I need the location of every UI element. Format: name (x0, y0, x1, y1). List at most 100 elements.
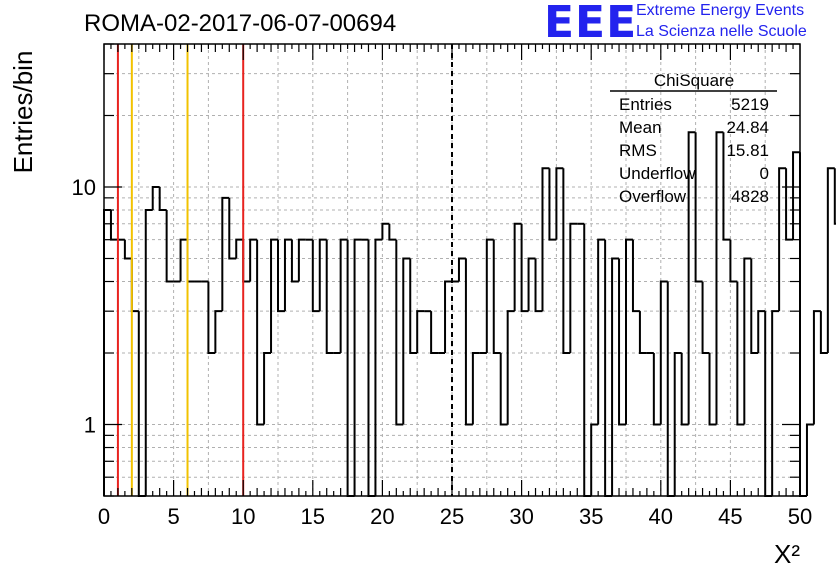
histogram-bin (416, 310, 425, 354)
x-tick-label: 50 (788, 504, 812, 529)
histogram-bin (381, 222, 390, 240)
histogram-bin (277, 239, 285, 313)
histogram-bin (805, 423, 814, 496)
histogram-bin (819, 311, 828, 355)
histogram-bin (325, 239, 334, 355)
histogram-bin (395, 239, 404, 426)
histogram-bin (611, 257, 620, 496)
stats-value-overflow: 4828 (731, 187, 769, 206)
histogram-bin (283, 238, 292, 312)
histogram-bin (374, 238, 383, 496)
histogram-bin (430, 311, 439, 355)
histogram-bin (311, 239, 320, 313)
histogram-bin (826, 167, 835, 354)
histogram-bin (318, 238, 327, 312)
histogram-bin (722, 132, 731, 241)
histogram-bin (144, 209, 153, 496)
histogram-bin (492, 239, 501, 355)
histogram-bin (228, 197, 237, 260)
x-tick-label: 25 (440, 504, 464, 529)
y-axis-title: Entries/bin (8, 51, 38, 174)
stats-title: ChiSquare (654, 71, 734, 90)
histogram-bin (743, 257, 752, 425)
histogram-bin (464, 258, 473, 426)
histogram-bin (625, 238, 633, 425)
histogram-bin (367, 239, 376, 497)
histogram-bin (729, 239, 738, 283)
histogram-bin (757, 310, 766, 354)
histogram-bin (151, 185, 160, 211)
histogram-bin (597, 238, 606, 425)
histogram-bin (631, 239, 640, 313)
histogram-bin (778, 167, 787, 312)
histogram-bin (799, 152, 807, 497)
x-tick-label: 35 (579, 504, 603, 529)
histogram-bin (652, 353, 661, 426)
histogram-bin (242, 239, 251, 283)
histogram-bin (263, 352, 272, 425)
histogram-bin (123, 239, 132, 260)
histogram-bin (346, 239, 355, 497)
histogram-bin (207, 281, 216, 355)
histogram-bin (555, 167, 564, 240)
histogram-bin (785, 168, 794, 241)
histogram-bin (297, 238, 306, 282)
histogram-bin (214, 310, 223, 354)
x-axis-title: X² (774, 539, 800, 569)
histogram-bin (833, 168, 836, 225)
x-tick-label: 45 (718, 504, 742, 529)
histogram-bin (715, 131, 724, 425)
histogram-bin (569, 222, 578, 354)
stats-box: ChiSquare Entries 5219 Mean 24.84 RMS 15… (610, 71, 777, 206)
histogram-bin (750, 258, 759, 355)
histogram-bin (701, 281, 710, 355)
x-tick-label: 30 (509, 504, 533, 529)
histogram-bin (771, 310, 780, 496)
histogram-bin (165, 210, 174, 283)
histogram-bin (179, 238, 188, 282)
x-tick-label: 5 (167, 504, 179, 529)
histogram-bin (583, 223, 592, 497)
tick-marks (103, 43, 801, 497)
histogram-bin (694, 132, 703, 283)
histogram-bin (499, 353, 508, 426)
stats-label-rms: RMS (619, 141, 657, 160)
stats-label-mean: Mean (619, 118, 662, 137)
histogram-bin (618, 258, 626, 426)
histogram-bin (659, 280, 668, 425)
histogram-bin (339, 238, 348, 354)
histogram-bin (186, 239, 195, 283)
x-tick-label: 20 (370, 504, 394, 529)
y-tick-label: 10 (72, 175, 96, 200)
histogram-bin (548, 168, 557, 241)
histogram-bin (402, 257, 411, 425)
histogram-bin (409, 258, 418, 355)
tick-labels: 0 5 10 15 20 25 30 35 40 45 50 1 10 (72, 175, 813, 529)
histogram-bin (353, 238, 362, 496)
x-tick-label: 10 (231, 504, 255, 529)
eee-logo: EEE (544, 0, 638, 48)
histogram-bin (506, 310, 515, 425)
histogram-bin (520, 223, 529, 313)
histogram-bin (457, 257, 466, 282)
histogram-bin (812, 310, 821, 425)
stats-value-mean: 24.84 (726, 118, 769, 137)
histogram-bin (562, 168, 571, 355)
stats-label-overflow: Overflow (619, 187, 687, 206)
run-title: ROMA-02-2017-06-07-00694 (84, 10, 397, 37)
stats-value-rms: 15.81 (726, 141, 769, 160)
histogram-bin (235, 238, 244, 259)
histogram-bin (485, 238, 494, 354)
stats-label-entries: Entries (619, 95, 672, 114)
histogram-bin (534, 258, 543, 313)
histogram-bin (109, 210, 118, 241)
histogram-bin (158, 186, 167, 212)
histogram-bin (541, 167, 550, 312)
histogram-bin (513, 222, 522, 312)
vertical-markers (116, 44, 453, 496)
histogram-bin (444, 280, 452, 354)
histogram-bin (290, 239, 299, 283)
histogram-bin (590, 423, 599, 496)
stats-value-entries: 5219 (731, 95, 769, 114)
